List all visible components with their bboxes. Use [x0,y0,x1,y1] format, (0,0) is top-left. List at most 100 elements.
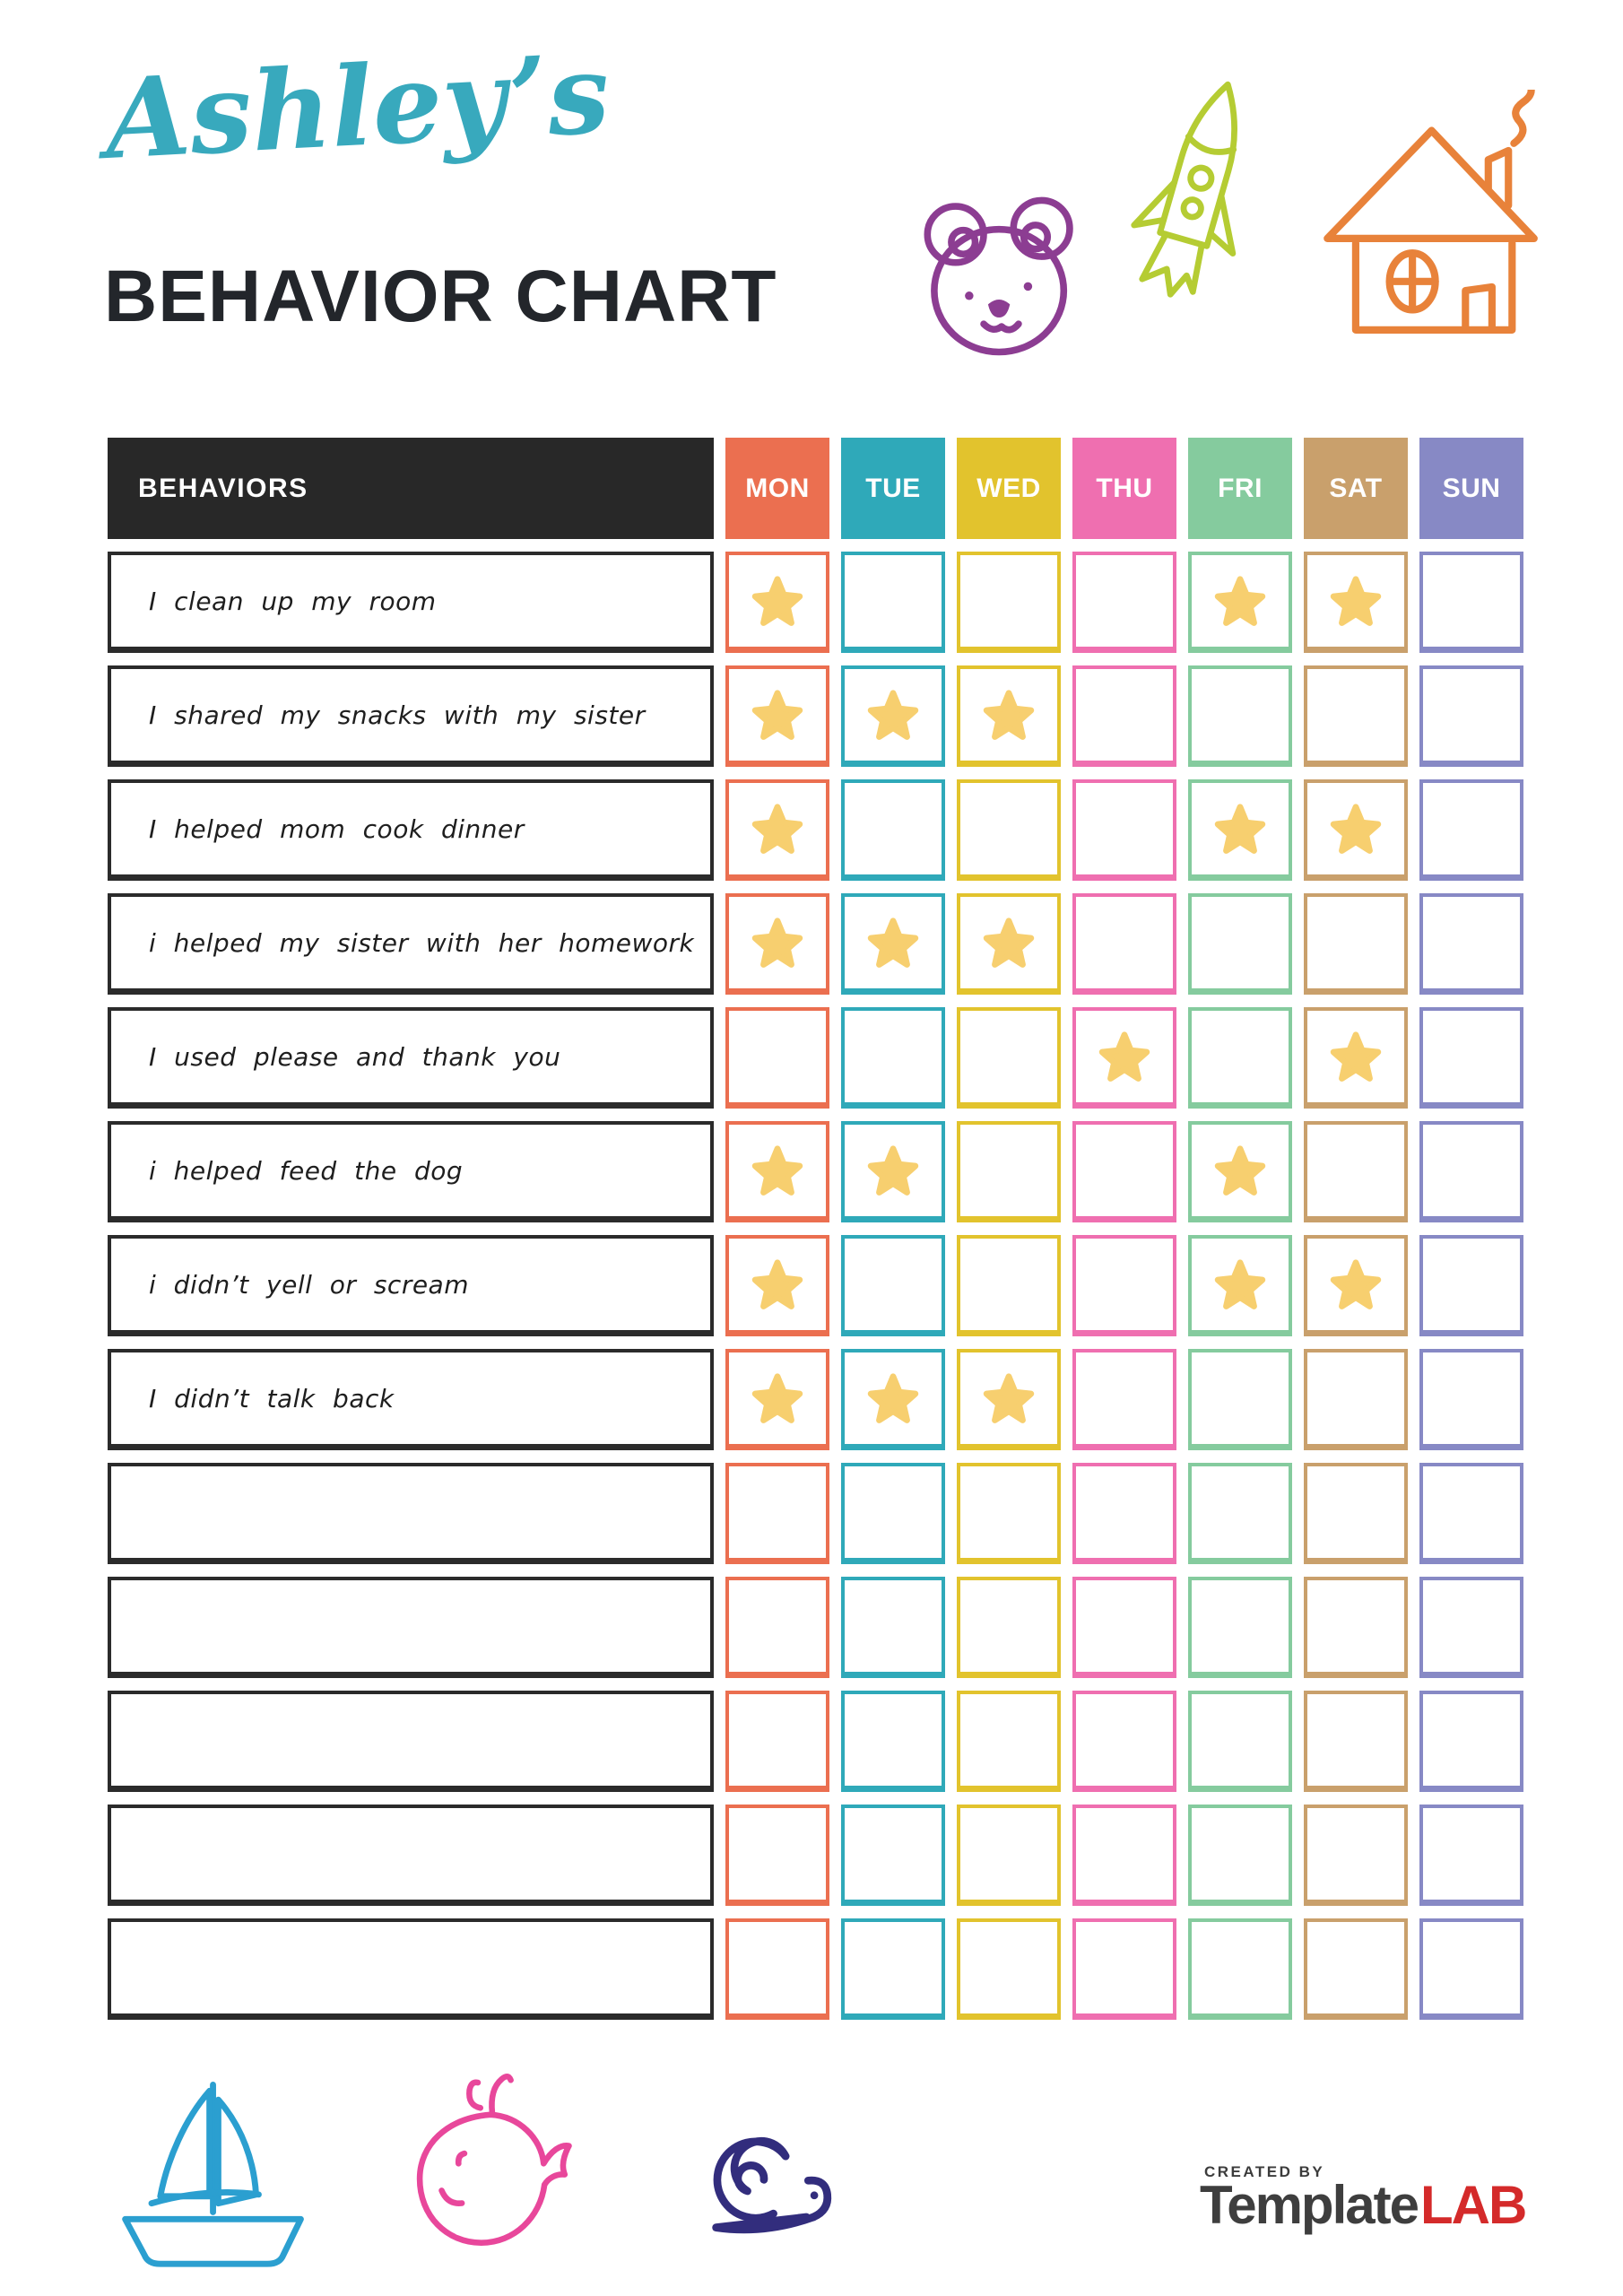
day-cell-sat-row-5 [1304,1007,1408,1109]
day-cell-thu-row-10 [1072,1577,1176,1678]
day-cell-thu-row-5 [1072,1007,1176,1109]
day-cell-sun-row-9 [1419,1463,1523,1564]
day-cell-sun-row-4 [1419,893,1523,995]
day-cell-thu-row-7 [1072,1235,1176,1336]
day-cell-wed-row-6 [957,1121,1061,1222]
day-cell-sun-row-13 [1419,1918,1523,2020]
sailboat-icon [100,2063,329,2274]
day-cell-wed-row-2 [957,665,1061,767]
day-cell-sat-row-13 [1304,1918,1408,2020]
day-cell-thu-row-12 [1072,1805,1176,1906]
day-cell-wed-row-8 [957,1349,1061,1450]
day-cell-sat-row-8 [1304,1349,1408,1450]
day-cell-mon-row-4 [725,893,829,995]
day-cell-fri-row-5 [1188,1007,1292,1109]
day-cell-thu-row-9 [1072,1463,1176,1564]
star-icon [751,1145,803,1196]
star-icon [1330,576,1382,626]
day-cell-tue-row-10 [841,1577,945,1678]
day-cell-sat-row-2 [1304,665,1408,767]
day-cell-tue-row-13 [841,1918,945,2020]
day-cell-sun-row-1 [1419,552,1523,653]
day-cell-mon-row-7 [725,1235,829,1336]
behavior-label-row-10 [108,1577,714,1678]
day-cell-sat-row-11 [1304,1691,1408,1792]
star-icon [1330,1031,1382,1082]
behavior-label-row-6: i helped feed the dog [108,1121,714,1222]
behavior-label-row-13 [108,1918,714,2020]
day-cell-wed-row-7 [957,1235,1061,1336]
star-icon [867,1373,919,1423]
day-cell-tue-row-6 [841,1121,945,1222]
day-cell-sun-row-8 [1419,1349,1523,1450]
star-icon [983,690,1035,740]
day-cell-wed-row-12 [957,1805,1061,1906]
day-header-wed: WED [957,438,1061,539]
day-cell-tue-row-8 [841,1349,945,1450]
day-header-mon: MON [725,438,829,539]
star-icon [751,1259,803,1309]
behavior-label-row-8: I didn’t talk back [108,1349,714,1450]
templatelab-logo: CREATED BY TemplateLAB [1200,2163,1527,2235]
behavior-label-row-9 [108,1463,714,1564]
day-cell-sat-row-12 [1304,1805,1408,1906]
behaviors-header: BEHAVIORS [108,438,714,539]
day-cell-wed-row-11 [957,1691,1061,1792]
star-icon [867,690,919,740]
star-icon [751,576,803,626]
behavior-label-row-7: i didn’t yell or scream [108,1235,714,1336]
day-cell-tue-row-1 [841,552,945,653]
day-cell-mon-row-2 [725,665,829,767]
star-icon [867,1145,919,1196]
day-cell-sat-row-3 [1304,779,1408,881]
star-icon [983,1373,1035,1423]
snail-icon [642,2106,853,2245]
star-icon [751,690,803,740]
day-cell-mon-row-3 [725,779,829,881]
day-cell-sun-row-11 [1419,1691,1523,1792]
day-cell-sun-row-7 [1419,1235,1523,1336]
day-cell-wed-row-13 [957,1918,1061,2020]
day-cell-mon-row-1 [725,552,829,653]
day-cell-fri-row-9 [1188,1463,1292,1564]
day-cell-sat-row-1 [1304,552,1408,653]
star-icon [1098,1031,1150,1082]
child-name: Ashley’s [101,28,613,185]
day-cell-thu-row-1 [1072,552,1176,653]
day-cell-tue-row-4 [841,893,945,995]
day-cell-tue-row-3 [841,779,945,881]
star-icon [751,918,803,968]
day-cell-sun-row-12 [1419,1805,1523,1906]
day-cell-thu-row-11 [1072,1691,1176,1792]
star-icon [1214,576,1266,626]
day-cell-tue-row-2 [841,665,945,767]
day-cell-mon-row-13 [725,1918,829,2020]
day-header-tue: TUE [841,438,945,539]
day-cell-mon-row-12 [725,1805,829,1906]
star-icon [751,1373,803,1423]
day-cell-mon-row-10 [725,1577,829,1678]
day-cell-tue-row-12 [841,1805,945,1906]
day-cell-sun-row-6 [1419,1121,1523,1222]
day-cell-sat-row-4 [1304,893,1408,995]
star-icon [1214,1145,1266,1196]
day-cell-thu-row-6 [1072,1121,1176,1222]
day-cell-mon-row-8 [725,1349,829,1450]
day-cell-wed-row-10 [957,1577,1061,1678]
day-cell-fri-row-1 [1188,552,1292,653]
day-cell-fri-row-4 [1188,893,1292,995]
day-cell-thu-row-13 [1072,1918,1176,2020]
star-icon [1214,1259,1266,1309]
day-cell-tue-row-7 [841,1235,945,1336]
page-title: BEHAVIOR CHART [104,256,777,337]
day-cell-wed-row-1 [957,552,1061,653]
day-cell-fri-row-6 [1188,1121,1292,1222]
day-cell-sun-row-10 [1419,1577,1523,1678]
day-cell-sat-row-10 [1304,1577,1408,1678]
star-icon [1214,804,1266,854]
day-cell-mon-row-11 [725,1691,829,1792]
day-cell-fri-row-8 [1188,1349,1292,1450]
day-cell-wed-row-4 [957,893,1061,995]
day-cell-tue-row-11 [841,1691,945,1792]
day-cell-fri-row-11 [1188,1691,1292,1792]
